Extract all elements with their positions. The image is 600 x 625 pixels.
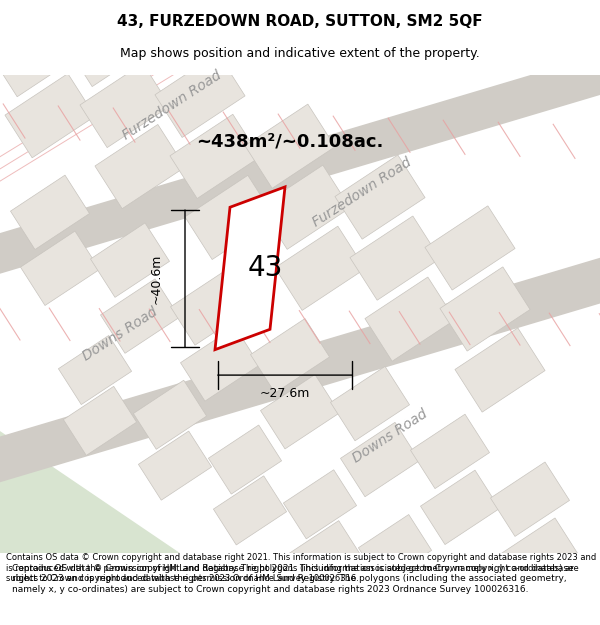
Polygon shape — [5, 74, 95, 158]
Polygon shape — [10, 175, 89, 249]
Polygon shape — [335, 155, 425, 239]
Polygon shape — [331, 366, 410, 441]
Text: Downs Road: Downs Road — [80, 305, 160, 364]
Polygon shape — [433, 559, 506, 625]
Polygon shape — [58, 336, 131, 404]
Polygon shape — [358, 514, 431, 584]
Text: ~40.6m: ~40.6m — [150, 253, 163, 304]
Polygon shape — [260, 165, 350, 249]
Polygon shape — [95, 124, 185, 209]
Polygon shape — [64, 386, 137, 456]
Text: Furzedown Road: Furzedown Road — [310, 155, 414, 229]
Polygon shape — [410, 414, 490, 489]
Polygon shape — [170, 114, 260, 199]
Polygon shape — [440, 267, 530, 351]
Text: 43, FURZEDOWN ROAD, SUTTON, SM2 5QF: 43, FURZEDOWN ROAD, SUTTON, SM2 5QF — [117, 14, 483, 29]
Polygon shape — [20, 231, 100, 306]
Polygon shape — [260, 374, 340, 449]
Polygon shape — [100, 279, 179, 353]
Polygon shape — [455, 328, 545, 412]
Polygon shape — [185, 176, 275, 259]
Polygon shape — [421, 470, 500, 544]
Polygon shape — [0, 12, 80, 97]
Polygon shape — [245, 104, 335, 188]
Polygon shape — [289, 521, 362, 590]
Polygon shape — [80, 63, 170, 148]
Polygon shape — [365, 277, 455, 361]
Polygon shape — [181, 327, 260, 401]
Polygon shape — [0, 39, 600, 289]
Polygon shape — [250, 319, 329, 393]
Text: Map shows position and indicative extent of the property.: Map shows position and indicative extent… — [120, 48, 480, 61]
Polygon shape — [439, 610, 512, 625]
Polygon shape — [65, 2, 155, 87]
Polygon shape — [91, 223, 170, 298]
Polygon shape — [208, 425, 281, 494]
Polygon shape — [508, 604, 581, 625]
Text: Furzedown Road: Furzedown Road — [120, 68, 224, 142]
Text: Contains OS data © Crown copyright and database right 2021. This information is : Contains OS data © Crown copyright and d… — [6, 553, 596, 583]
Polygon shape — [340, 422, 419, 497]
Polygon shape — [283, 470, 356, 539]
Polygon shape — [500, 518, 580, 592]
Text: ~27.6m: ~27.6m — [260, 387, 310, 400]
Polygon shape — [155, 53, 245, 138]
Polygon shape — [170, 271, 250, 345]
Polygon shape — [215, 187, 285, 349]
Polygon shape — [275, 226, 365, 311]
Polygon shape — [133, 380, 206, 449]
Text: ~438m²/~0.108ac.: ~438m²/~0.108ac. — [196, 132, 383, 150]
Polygon shape — [214, 476, 287, 545]
Polygon shape — [0, 0, 65, 36]
Polygon shape — [364, 566, 437, 625]
Polygon shape — [0, 243, 600, 497]
Polygon shape — [0, 431, 180, 553]
Text: Downs Road: Downs Road — [350, 407, 430, 466]
Polygon shape — [490, 462, 569, 536]
Polygon shape — [425, 206, 515, 290]
Text: 43: 43 — [247, 254, 283, 282]
Polygon shape — [139, 431, 212, 500]
Text: Contains OS data © Crown copyright and database right 2021. This information is : Contains OS data © Crown copyright and d… — [12, 564, 574, 594]
Polygon shape — [350, 216, 440, 300]
